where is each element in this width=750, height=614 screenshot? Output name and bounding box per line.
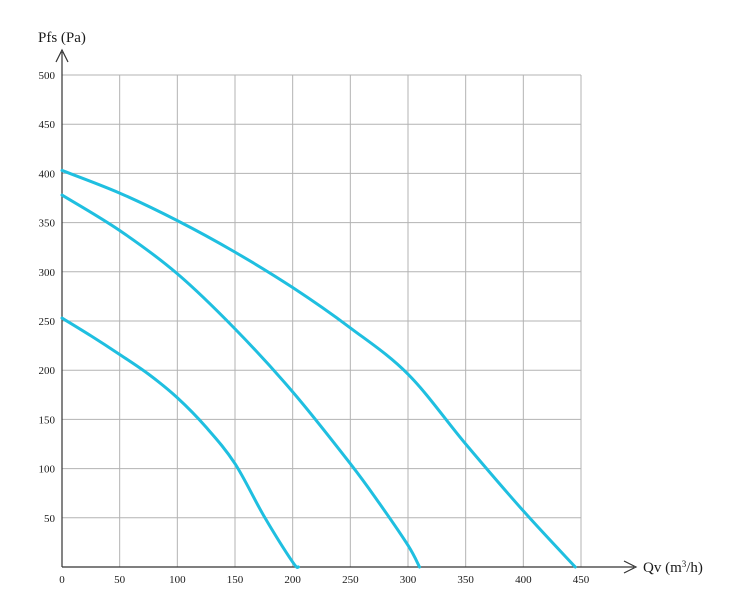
y-tick-label: 250 [39,316,56,328]
x-axis-title-sup: 3 [682,559,687,569]
x-tick-label: 200 [284,574,301,586]
fan-curve-series-1 [60,316,300,569]
x-tick-label: 0 [59,574,65,586]
y-tick-label: 50 [44,513,56,525]
y-tick-label: 300 [39,267,56,279]
tick-labels: 0 50 100 150 200 250 300 350 400 450 50 100 150 200 25… [39,70,590,586]
fan-curve-series-2 [60,193,422,569]
x-axis-title: Qv (m3/h) [643,559,703,576]
y-tick-label: 200 [39,365,56,377]
y-tick-label: 450 [39,119,56,131]
y-tick-label: 150 [39,414,56,426]
x-tick-label: 350 [457,574,474,586]
x-tick-label: 300 [400,574,417,586]
series-layer [60,168,577,569]
x-axis-title-prefix: Qv (m [643,560,682,576]
fan-curve-series-3 [60,168,577,569]
y-tick-label: 400 [39,168,56,180]
x-tick-label: 50 [114,574,126,586]
y-tick-label: 100 [39,464,56,476]
y-tick-label: 500 [39,70,56,82]
x-axis-title-suffix: /h) [686,560,703,576]
axis-layer [55,48,638,574]
y-axis-title: Pfs (Pa) [38,30,86,46]
y-axis-arrow [55,48,69,63]
x-tick-label: 400 [515,574,532,586]
x-tick-label: 100 [169,574,186,586]
grid-layer [62,74,582,567]
y-tick-label: 350 [39,218,56,230]
x-tick-label: 250 [342,574,359,586]
x-tick-label: 150 [227,574,244,586]
x-tick-label: 450 [573,574,590,586]
x-axis-arrow [623,560,638,574]
